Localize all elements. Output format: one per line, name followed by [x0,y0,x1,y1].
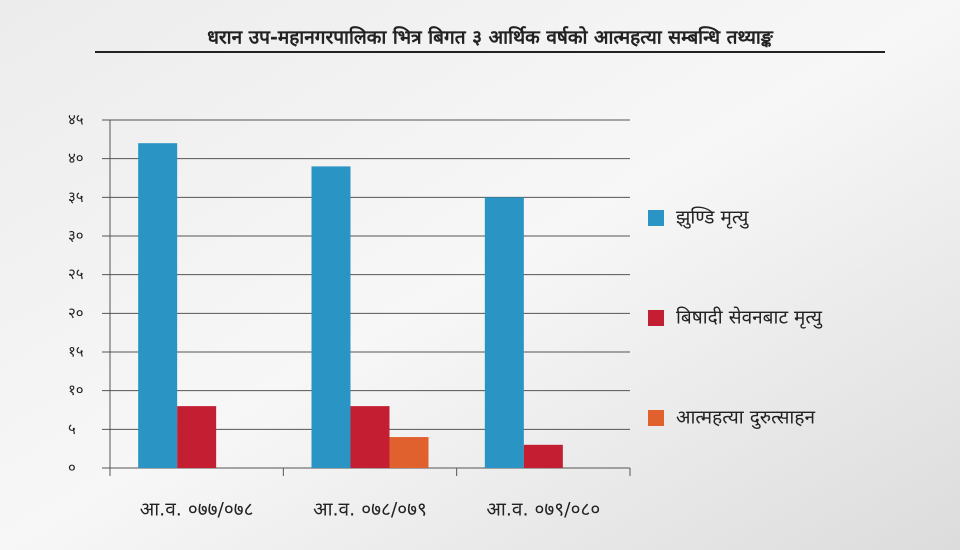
y-tick-label: ० [68,459,76,477]
legend-swatch [648,410,664,426]
y-tick-label: १५ [68,343,84,361]
y-tick-label: २० [68,304,84,322]
x-tick-label: आ.व. ०७९/०८० [486,499,600,521]
y-tick-label: ४० [68,149,84,167]
legend-label: झुण्डि मृत्यु [676,206,749,230]
bar [389,437,429,468]
legend-swatch [648,210,664,226]
bar [177,406,217,468]
bar [311,166,351,468]
y-tick-label: १० [68,381,84,399]
legend-label: आत्महत्या दुरुत्साहन [676,407,815,430]
legend-swatch [648,310,664,326]
legend-label: बिषादी सेवनबाट मृत्यु [676,306,823,330]
chart-title: धरान उप-महानगरपालिका भित्र बिगत ३ आर्थिक… [207,26,774,49]
bar [484,197,524,469]
y-tick-label: ५ [68,420,76,438]
bar [523,444,563,468]
x-tick-label: आ.व. ०७७/०७८ [140,499,254,521]
y-tick-label: २५ [68,265,84,283]
y-tick-label: ४५ [68,111,84,129]
bar [350,406,390,468]
bar [138,143,178,468]
x-tick-label: आ.व. ०७८/०७९ [313,499,427,521]
y-tick-label: ३० [68,227,84,245]
y-tick-label: ३५ [68,188,84,206]
